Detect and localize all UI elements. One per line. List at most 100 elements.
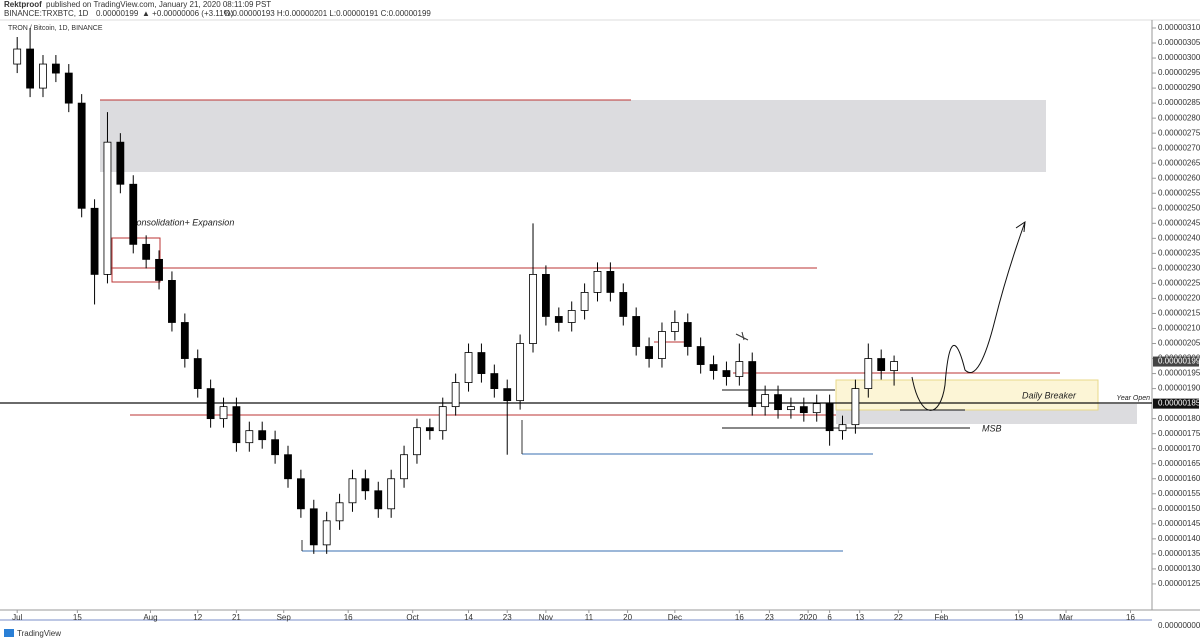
y-tick-label: 0.00000310 xyxy=(1158,23,1200,32)
y-tick-label: 0.00000270 xyxy=(1158,143,1200,152)
candle-body xyxy=(658,331,666,359)
candle-body xyxy=(670,322,679,332)
price-label: 0.00000185 xyxy=(1158,399,1200,408)
supply-zone xyxy=(100,100,1046,172)
y-tick-label: 0.00000260 xyxy=(1158,173,1200,182)
candle-body xyxy=(26,48,34,89)
change: ▲ +0.00000006 (+3.11%) xyxy=(142,9,234,18)
y-tick-label: 0.00000195 xyxy=(1158,369,1200,378)
x-tick-label: 14 xyxy=(464,613,473,622)
y-tick-label: 0.00000190 xyxy=(1158,384,1200,393)
chart-title: TRON / Bitcoin, 1D, BINANCE xyxy=(8,25,103,32)
candle-body xyxy=(464,352,473,383)
candle-body xyxy=(258,430,267,441)
y-tick-label: 0.00000240 xyxy=(1158,233,1200,242)
candle-body xyxy=(580,292,589,311)
candle-body xyxy=(554,316,563,323)
x-tick-label: Dec xyxy=(668,613,682,622)
price-label: 0.00000199 xyxy=(1158,357,1200,366)
candle-body xyxy=(245,430,254,444)
candle-body xyxy=(129,183,138,245)
breaker-zone xyxy=(835,379,1099,411)
candle-body xyxy=(645,346,653,359)
candle-body xyxy=(709,364,718,371)
x-tick-label: 23 xyxy=(503,613,512,622)
y-tick-label: 0.00000145 xyxy=(1158,519,1200,528)
annotation: Daily Breaker xyxy=(1022,390,1077,400)
y-tick-label: 0.00000150 xyxy=(1158,504,1200,513)
candle-body xyxy=(838,424,847,432)
candle-body xyxy=(516,343,525,402)
candle-body xyxy=(180,322,189,359)
y-tick-label: 0.00000265 xyxy=(1158,158,1200,167)
annotation: Consolidation+ Expansion xyxy=(130,217,234,227)
x-tick-label: 19 xyxy=(1014,613,1023,622)
x-tick-label: 2020 xyxy=(799,613,817,622)
candle-body xyxy=(799,406,808,414)
candle-body xyxy=(851,388,860,426)
candle-body xyxy=(890,361,898,371)
y-tick-label: 0.00000175 xyxy=(1158,429,1200,438)
x-tick-label: 6 xyxy=(827,613,832,622)
x-tick-label: 21 xyxy=(232,613,241,622)
candle-body xyxy=(542,274,550,317)
projection-arrow xyxy=(911,220,1026,411)
candle-body xyxy=(567,310,576,323)
candle-body xyxy=(400,454,408,480)
y-tick-label: 0.00000290 xyxy=(1158,83,1200,92)
y-tick-label: 0.00000165 xyxy=(1158,459,1200,468)
y-tick-label: 0.00000140 xyxy=(1158,534,1200,543)
logo xyxy=(4,629,14,637)
candle-body xyxy=(438,406,447,432)
y-tick-label: 0.00000155 xyxy=(1158,489,1200,498)
candle-body xyxy=(619,292,628,317)
y-tick-label: 0.00000130 xyxy=(1158,564,1200,573)
candle-body xyxy=(761,394,770,408)
candle-body xyxy=(309,508,318,546)
annotation: MSB xyxy=(982,423,1002,433)
candle-body xyxy=(219,406,228,420)
candle-body xyxy=(322,520,331,546)
y-tick-label: 0.00000230 xyxy=(1158,264,1200,273)
published: published on TradingView.com, January 21… xyxy=(46,0,271,9)
candle-body xyxy=(77,102,86,209)
x-tick-label: Oct xyxy=(406,613,419,622)
y-tick-label: 0.00000300 xyxy=(1158,53,1200,62)
candle-body xyxy=(116,141,125,185)
y-tick-label: 0.00000170 xyxy=(1158,444,1200,453)
y-tick-label: 0.00000305 xyxy=(1158,38,1200,47)
candle-body xyxy=(155,258,163,281)
y-tick-label: 0.00000220 xyxy=(1158,294,1200,303)
y-tick-label: 0.00000210 xyxy=(1158,324,1200,333)
candle-body xyxy=(877,358,886,371)
candle-body xyxy=(812,403,821,414)
candle-body xyxy=(529,274,537,344)
candle-body xyxy=(271,439,280,456)
candle-body xyxy=(64,72,73,104)
x-tick-label: Sep xyxy=(277,613,292,622)
y-tick-label: 0.00000280 xyxy=(1158,113,1200,122)
y-tick-label: 0.00000285 xyxy=(1158,98,1200,107)
candle-body xyxy=(606,271,615,293)
candle-body xyxy=(593,271,602,293)
y-tick-label: 0.00000235 xyxy=(1158,248,1200,257)
mark xyxy=(735,331,749,341)
candle-body xyxy=(296,478,305,510)
candle-body xyxy=(142,243,151,260)
candle-body xyxy=(103,141,112,275)
candle-body xyxy=(39,63,47,89)
brand: TradingView xyxy=(17,629,61,638)
candle-body xyxy=(168,280,176,323)
y-tick-label: 0.00000135 xyxy=(1158,549,1200,558)
candle-body xyxy=(361,478,370,492)
candle-body xyxy=(748,361,757,408)
candle-body xyxy=(503,388,512,402)
candle-body xyxy=(451,382,460,408)
y-tick-label: 0.00000225 xyxy=(1158,279,1200,288)
y-tick-label: 0.00000205 xyxy=(1158,339,1200,348)
candle-body xyxy=(490,373,499,389)
candle-body xyxy=(632,316,641,347)
y-tick-label: 0.00000255 xyxy=(1158,188,1200,197)
candle-body xyxy=(335,502,344,522)
